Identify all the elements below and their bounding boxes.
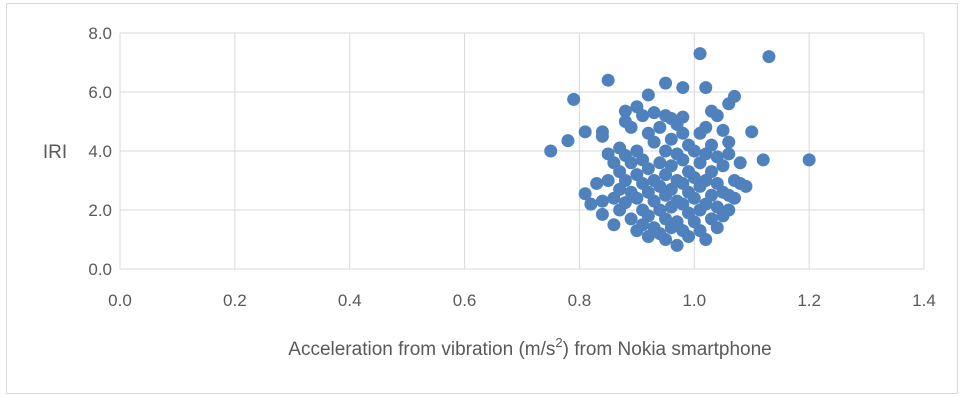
data-point <box>802 153 816 167</box>
data-point <box>682 230 696 244</box>
y-tick-label: 0.0 <box>88 260 112 279</box>
data-point <box>630 191 644 205</box>
data-point <box>590 176 604 190</box>
y-tick-label: 8.0 <box>88 24 112 43</box>
y-axis-title: IRI <box>43 142 67 163</box>
data-point <box>710 109 724 123</box>
data-point <box>544 144 558 158</box>
data-point <box>618 104 632 118</box>
data-point <box>641 88 655 102</box>
data-point <box>699 120 713 134</box>
data-point <box>699 233 713 246</box>
data-point <box>624 156 638 170</box>
data-point <box>693 47 707 61</box>
data-point <box>641 209 655 223</box>
x-axis-title: Acceleration from vibration (m/s2) from … <box>288 335 771 360</box>
y-tick-label: 2.0 <box>88 201 112 220</box>
data-point <box>653 156 667 170</box>
data-point <box>561 134 575 148</box>
x-tick-label: 1.2 <box>797 291 821 310</box>
x-axis-title-superscript: 2 <box>555 335 562 350</box>
data-point <box>733 156 747 170</box>
data-point <box>676 81 690 95</box>
data-point <box>567 92 581 106</box>
data-points <box>544 47 816 252</box>
data-point <box>647 135 661 149</box>
data-point <box>578 125 592 139</box>
data-point <box>595 194 609 208</box>
data-point <box>659 144 673 158</box>
data-point <box>722 203 736 217</box>
data-point <box>618 174 632 187</box>
x-tick-label: 1.4 <box>912 291 936 310</box>
data-point <box>578 187 592 201</box>
data-point <box>659 233 673 246</box>
data-point <box>670 238 684 252</box>
x-tick-label: 0.4 <box>338 291 362 310</box>
gridlines <box>119 32 925 270</box>
data-point <box>756 153 770 167</box>
x-axis-title-main: Acceleration from vibration (m/s <box>288 339 555 360</box>
data-point <box>624 120 638 134</box>
data-point <box>739 179 753 193</box>
data-point <box>618 196 632 210</box>
data-point <box>595 129 609 143</box>
data-point <box>687 144 701 158</box>
data-point <box>601 73 615 87</box>
x-tick-label: 0.6 <box>453 291 477 310</box>
chart-area <box>6 3 958 394</box>
data-point <box>722 147 736 161</box>
data-point <box>716 159 730 173</box>
data-point <box>710 221 724 235</box>
x-tick-label: 0.2 <box>223 291 247 310</box>
data-point <box>659 76 673 90</box>
data-point <box>636 109 650 123</box>
data-point <box>762 50 776 64</box>
data-point <box>641 162 655 176</box>
x-tick-label: 1.0 <box>682 291 706 310</box>
y-tick-label: 6.0 <box>88 83 112 102</box>
x-tick-label: 0.8 <box>568 291 592 310</box>
data-point <box>705 165 719 179</box>
data-point <box>722 135 736 149</box>
data-point <box>664 159 678 173</box>
tick-labels: 0.0 2.0 4.0 6.0 8.0 0.0 0.2 0.4 0.6 0.8 1.0 1.2 1.4 <box>88 24 935 310</box>
data-point <box>676 153 690 167</box>
data-point <box>601 174 615 187</box>
data-point <box>705 138 719 152</box>
data-point <box>716 123 730 137</box>
data-point <box>705 188 719 202</box>
data-point <box>647 106 661 120</box>
data-point <box>624 212 638 226</box>
data-point <box>727 191 741 205</box>
x-axis-title-suffix: ) from Nokia smartphone <box>563 339 772 360</box>
data-point <box>687 191 701 205</box>
data-point <box>653 120 667 134</box>
data-point <box>745 125 759 139</box>
y-tick-label: 4.0 <box>88 142 112 161</box>
data-point <box>699 81 713 95</box>
data-point <box>676 110 690 124</box>
data-point <box>584 197 598 211</box>
data-point <box>595 207 609 221</box>
x-tick-label: 0.0 <box>108 291 132 310</box>
data-point <box>664 132 678 146</box>
data-point <box>676 126 690 140</box>
data-point <box>607 218 621 232</box>
data-point <box>727 89 741 103</box>
